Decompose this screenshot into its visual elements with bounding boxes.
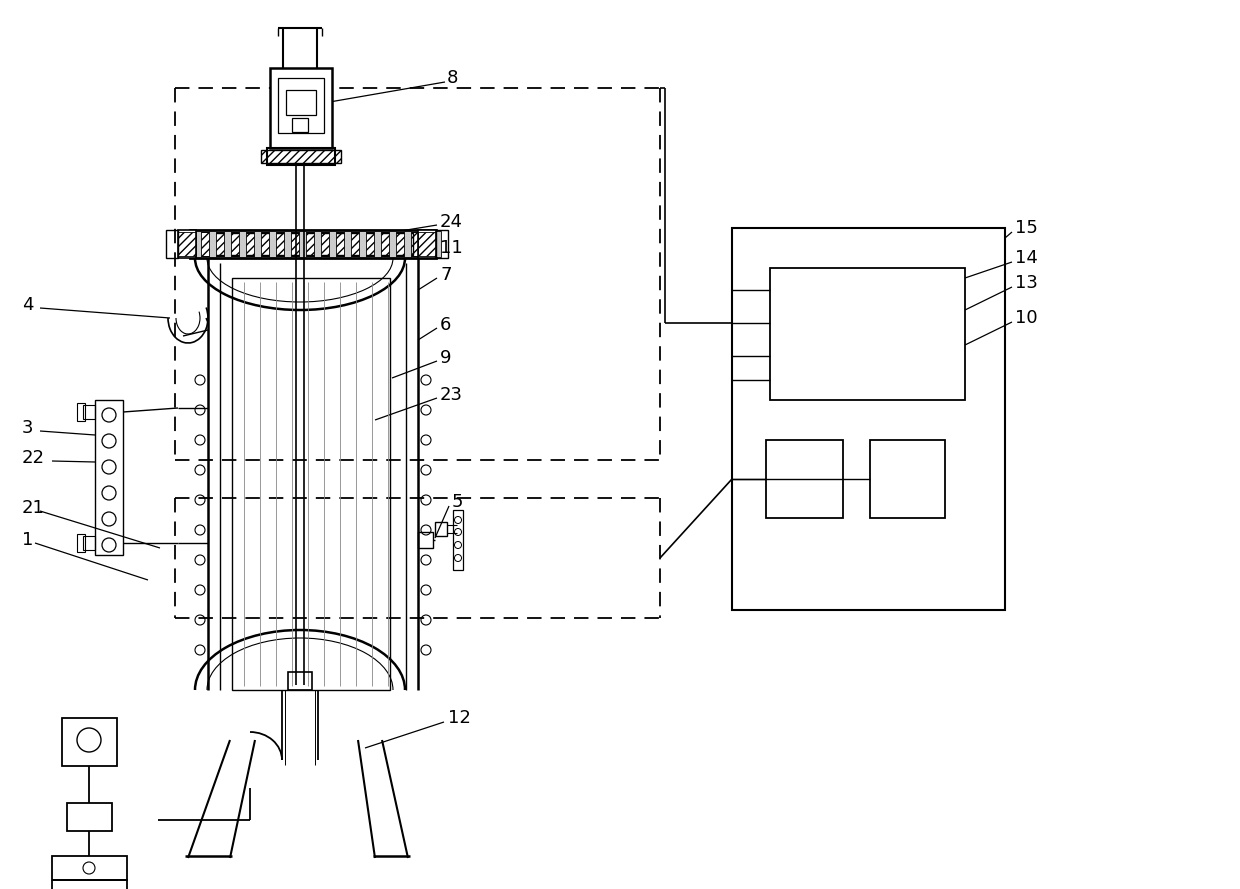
Bar — [419, 231, 427, 257]
Bar — [329, 231, 336, 257]
Bar — [374, 231, 381, 257]
Text: 9: 9 — [440, 349, 451, 367]
Text: 10: 10 — [1016, 309, 1038, 327]
Text: 15: 15 — [1016, 219, 1038, 237]
Text: 4: 4 — [22, 296, 33, 314]
Bar — [360, 231, 366, 257]
Bar — [269, 231, 277, 257]
Bar — [286, 90, 316, 115]
Bar — [77, 403, 86, 421]
Bar — [389, 231, 396, 257]
Bar — [260, 150, 341, 163]
Text: 14: 14 — [1016, 249, 1038, 267]
Bar — [52, 856, 126, 880]
Bar — [418, 232, 436, 256]
Bar — [434, 231, 441, 257]
Bar — [254, 231, 260, 257]
Text: 21: 21 — [22, 499, 45, 517]
Bar — [453, 510, 463, 570]
Bar — [436, 230, 448, 258]
Bar — [270, 68, 332, 148]
Bar — [95, 400, 123, 555]
Text: 6: 6 — [440, 316, 451, 334]
Bar — [870, 440, 945, 518]
Bar — [232, 278, 391, 690]
Bar — [435, 522, 446, 536]
Text: 22: 22 — [22, 449, 45, 467]
Text: 3: 3 — [22, 419, 33, 437]
Bar — [770, 268, 965, 400]
Bar — [83, 536, 95, 550]
Bar — [288, 672, 312, 690]
Bar — [193, 231, 201, 257]
Bar — [179, 230, 196, 258]
Bar — [239, 231, 246, 257]
Bar — [404, 231, 410, 257]
Bar — [52, 880, 126, 889]
Bar — [83, 405, 95, 419]
Text: 11: 11 — [440, 239, 463, 257]
Text: 1: 1 — [22, 531, 33, 549]
Text: 7: 7 — [440, 266, 451, 284]
Bar — [766, 440, 843, 518]
Text: 23: 23 — [440, 386, 463, 404]
Bar — [210, 231, 216, 257]
Bar — [418, 230, 436, 258]
Bar — [291, 118, 308, 132]
Text: 5: 5 — [453, 493, 464, 511]
Text: 8: 8 — [446, 69, 459, 87]
Bar — [213, 233, 413, 255]
Bar — [179, 232, 196, 256]
Bar — [299, 231, 306, 257]
Bar — [267, 148, 335, 165]
Text: 24: 24 — [440, 213, 463, 231]
Bar — [418, 532, 433, 548]
Bar — [190, 232, 436, 256]
Bar — [224, 231, 231, 257]
Bar — [67, 803, 112, 831]
Bar — [77, 534, 86, 552]
Text: 13: 13 — [1016, 274, 1038, 292]
Bar — [278, 78, 324, 133]
Bar — [62, 718, 117, 766]
Bar — [732, 228, 1004, 610]
Bar — [314, 231, 321, 257]
Bar — [343, 231, 351, 257]
Bar — [284, 231, 291, 257]
Bar — [166, 230, 179, 258]
Text: 12: 12 — [448, 709, 471, 727]
Bar — [190, 230, 436, 258]
